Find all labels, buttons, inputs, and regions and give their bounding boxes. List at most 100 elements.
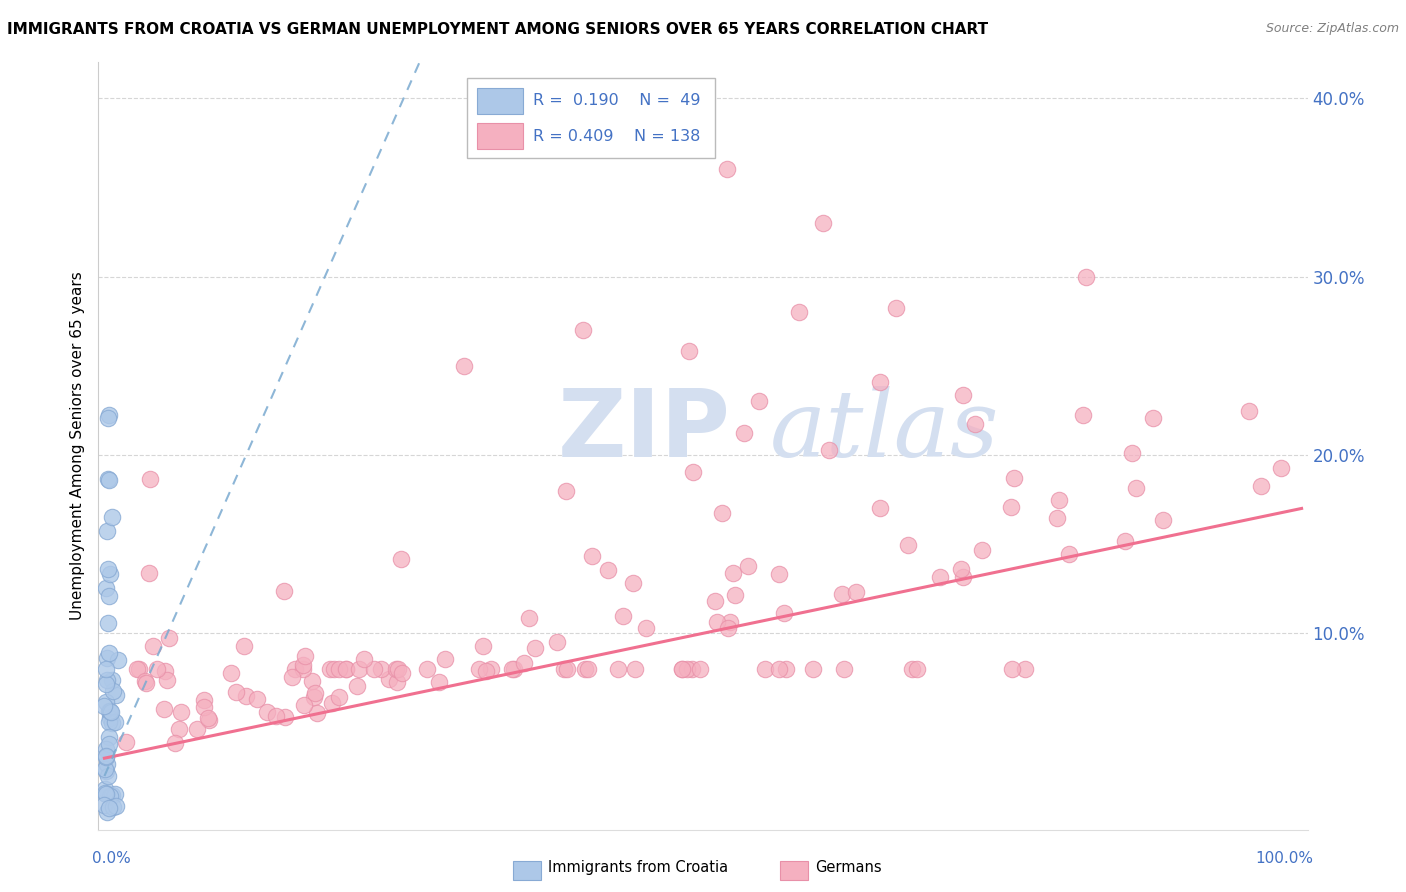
Point (233, 639, 256, 653)
Point (153, 701, 176, 715)
Point (96, 742, 118, 756)
Point (689, 662, 711, 676)
Point (869, 500, 891, 515)
Point (963, 417, 986, 431)
Point (142, 639, 165, 653)
Text: ZIP: ZIP (558, 384, 731, 476)
Point (468, 662, 491, 676)
Point (98, 789, 121, 803)
Point (94, 677, 117, 691)
Point (193, 700, 215, 714)
Point (169, 706, 191, 720)
Text: R = 0.409    N = 138: R = 0.409 N = 138 (533, 128, 700, 144)
Point (104, 787, 127, 801)
Point (284, 662, 307, 676)
Point (302, 690, 325, 704)
Point (96, 695, 118, 709)
Point (100, 789, 122, 803)
Point (606, 662, 628, 676)
Point (391, 665, 413, 680)
Point (773, 607, 796, 621)
Point (96, 673, 118, 688)
Point (524, 640, 547, 655)
Point (100, 673, 122, 687)
Point (676, 662, 699, 676)
Point (104, 715, 127, 730)
Point (101, 684, 124, 698)
Point (135, 676, 157, 690)
Text: R =  0.190    N =  49: R = 0.190 N = 49 (533, 94, 700, 108)
Point (273, 584, 295, 599)
Point (748, 394, 770, 409)
Point (105, 688, 128, 702)
Point (427, 674, 450, 689)
Point (100, 705, 122, 719)
Point (718, 615, 741, 629)
Point (671, 662, 693, 676)
Point (479, 662, 502, 676)
Point (246, 692, 269, 706)
Point (256, 705, 278, 719)
Point (502, 662, 524, 676)
Point (581, 549, 603, 563)
Point (623, 575, 645, 590)
Point (97, 769, 120, 783)
Point (1001, 662, 1024, 676)
Point (897, 538, 920, 552)
Point (146, 662, 169, 676)
Point (453, 359, 475, 373)
Text: IMMIGRANTS FROM CROATIA VS GERMAN UNEMPLOYMENT AMONG SENIORS OVER 65 YEARS CORRE: IMMIGRANTS FROM CROATIA VS GERMAN UNEMPL… (7, 22, 988, 37)
Point (335, 662, 357, 676)
Point (96, 749, 118, 764)
Point (636, 621, 658, 635)
Point (266, 709, 288, 723)
Point (775, 662, 797, 676)
Point (153, 664, 176, 678)
Point (219, 665, 242, 680)
Point (301, 673, 323, 688)
Point (94, 581, 117, 595)
Point (156, 673, 179, 687)
Point (1270, 460, 1292, 475)
Point (1125, 481, 1147, 495)
Point (884, 301, 907, 315)
Point (501, 662, 523, 676)
Point (1002, 471, 1025, 485)
Point (434, 652, 457, 666)
Point (138, 566, 160, 580)
Point (100, 510, 122, 524)
Point (157, 631, 180, 645)
Point (517, 611, 540, 625)
Point (952, 388, 974, 402)
Point (474, 665, 496, 679)
Text: Source: ZipAtlas.com: Source: ZipAtlas.com (1265, 22, 1399, 36)
Point (304, 685, 326, 699)
Point (104, 799, 127, 814)
Point (724, 587, 747, 601)
Point (94, 786, 117, 800)
Point (1071, 408, 1094, 422)
Point (198, 713, 221, 727)
Point (704, 594, 727, 608)
Point (733, 426, 755, 441)
Point (389, 551, 412, 566)
Point (96, 524, 118, 538)
Point (94, 750, 117, 764)
Point (768, 567, 790, 582)
Point (671, 662, 693, 676)
Point (307, 706, 329, 720)
Point (127, 662, 149, 676)
Point (572, 323, 595, 337)
Point (97, 562, 120, 576)
Point (1239, 404, 1261, 418)
Point (952, 570, 974, 584)
Point (472, 639, 495, 653)
Point (97, 715, 120, 730)
Point (1057, 548, 1080, 562)
Point (94, 781, 117, 796)
Point (97, 615, 120, 630)
Point (416, 662, 439, 676)
Point (831, 587, 853, 601)
Text: atlas: atlas (769, 385, 1000, 475)
Point (612, 608, 634, 623)
